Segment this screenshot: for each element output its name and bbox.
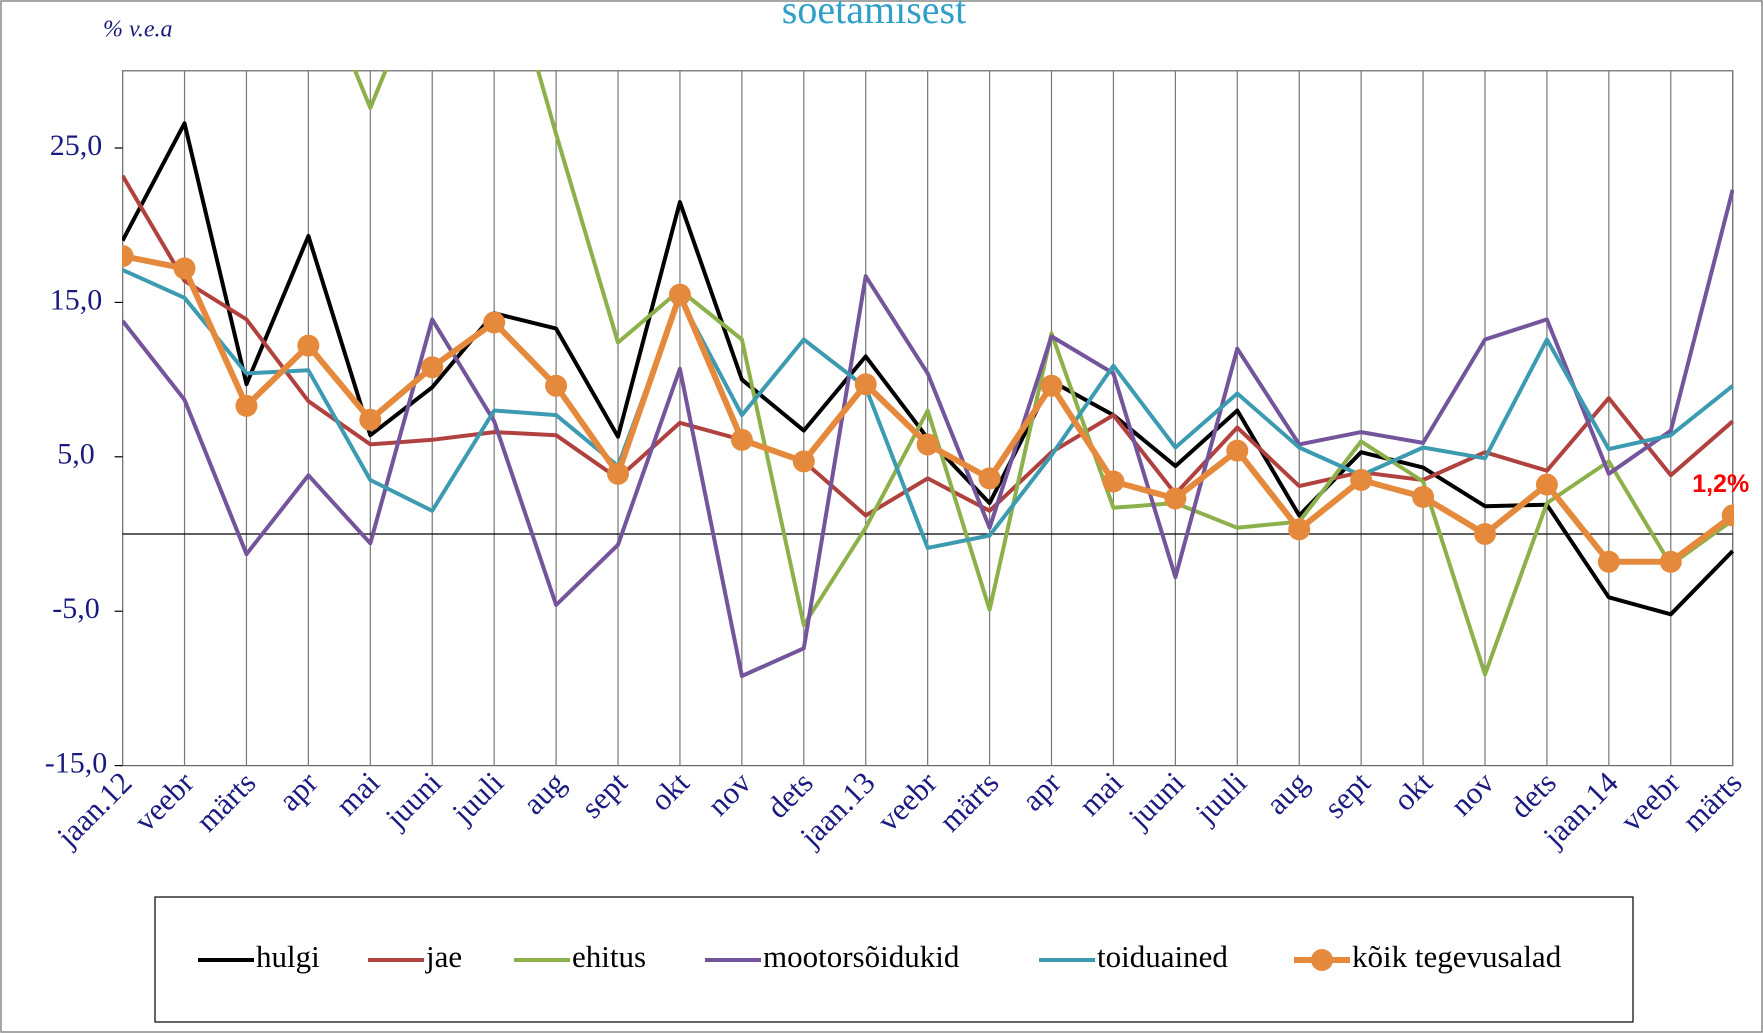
- point-marker: [792, 450, 815, 473]
- x-tick-label: märts: [189, 765, 262, 838]
- point-marker: [1102, 470, 1125, 493]
- legend-box: [154, 896, 1634, 1023]
- point-marker: [1412, 485, 1435, 508]
- point-marker: [297, 334, 320, 357]
- x-tick-label: apr: [1015, 764, 1068, 817]
- point-marker: [235, 394, 258, 417]
- x-tick-label: mai: [1072, 765, 1130, 823]
- point-marker: [1721, 504, 1734, 527]
- x-tick-label: veebr: [127, 764, 201, 838]
- x-tick-label: juuli: [444, 765, 510, 831]
- point-marker: [916, 433, 939, 456]
- point-marker: [1226, 439, 1249, 462]
- y-tick-label: -5,0: [52, 592, 100, 625]
- point-marker: [122, 245, 134, 268]
- annotation: 1,2%: [1692, 470, 1749, 498]
- point-marker: [1350, 468, 1373, 491]
- x-tick-label: apr: [272, 764, 325, 817]
- x-tick-label: sept: [1317, 765, 1377, 825]
- x-tick-label: juuli: [1188, 765, 1254, 831]
- point-marker: [1535, 473, 1558, 496]
- legend-label: mootorsõidukid: [763, 939, 960, 974]
- series-line: [352, 70, 1734, 677]
- series-line: [122, 268, 1734, 550]
- x-tick-label: okt: [643, 765, 696, 818]
- point-marker: [1473, 523, 1496, 545]
- x-tick-label: okt: [1386, 765, 1439, 818]
- point-marker: [854, 373, 877, 396]
- point-marker: [173, 257, 196, 280]
- x-tick-label: aug: [516, 765, 572, 821]
- point-marker: [483, 311, 506, 334]
- x-tick-label: märts: [932, 765, 1005, 838]
- x-tick-label: juuni: [1121, 765, 1192, 836]
- x-tick-label: mai: [329, 765, 387, 823]
- legend-marker: [1311, 949, 1333, 971]
- point-marker: [1597, 550, 1620, 573]
- x-tick-label: aug: [1259, 765, 1315, 821]
- point-marker: [1288, 518, 1311, 541]
- x-tick-label: veebr: [1613, 764, 1687, 838]
- series-line: [122, 174, 1734, 518]
- x-tick-label: märts: [1675, 765, 1748, 838]
- legend-label: toiduained: [1097, 939, 1228, 974]
- x-tick-label: sept: [574, 765, 634, 825]
- point-marker: [1040, 374, 1063, 397]
- y-tick-label: 25,0: [50, 129, 103, 162]
- point-marker: [421, 356, 444, 379]
- chart-title: soetamisest: [782, 0, 966, 32]
- y-tick-label: 15,0: [50, 283, 103, 316]
- point-marker: [730, 428, 753, 451]
- point-marker: [1164, 487, 1187, 510]
- legend-label: ehitus: [572, 939, 646, 974]
- point-marker: [1659, 550, 1682, 573]
- x-tick-label: nov: [1443, 764, 1501, 822]
- x-tick-label: veebr: [870, 764, 944, 838]
- point-marker: [978, 467, 1001, 490]
- point-marker: [359, 408, 382, 431]
- y-axis-label: % v.e.a: [103, 17, 173, 43]
- legend-label: jae: [425, 939, 462, 974]
- y-tick-label: 5,0: [57, 438, 95, 471]
- series-line: [122, 189, 1734, 678]
- point-marker: [545, 374, 568, 397]
- y-tick-label: -15,0: [45, 746, 108, 779]
- plot-lines: [122, 70, 1734, 678]
- legend-label: kõik tegevusalad: [1352, 939, 1562, 974]
- x-tick-label: nov: [700, 764, 758, 822]
- point-marker: [607, 462, 630, 485]
- x-tick-label: juuni: [378, 765, 449, 836]
- legend-label: hulgi: [256, 939, 320, 974]
- point-marker: [668, 283, 691, 306]
